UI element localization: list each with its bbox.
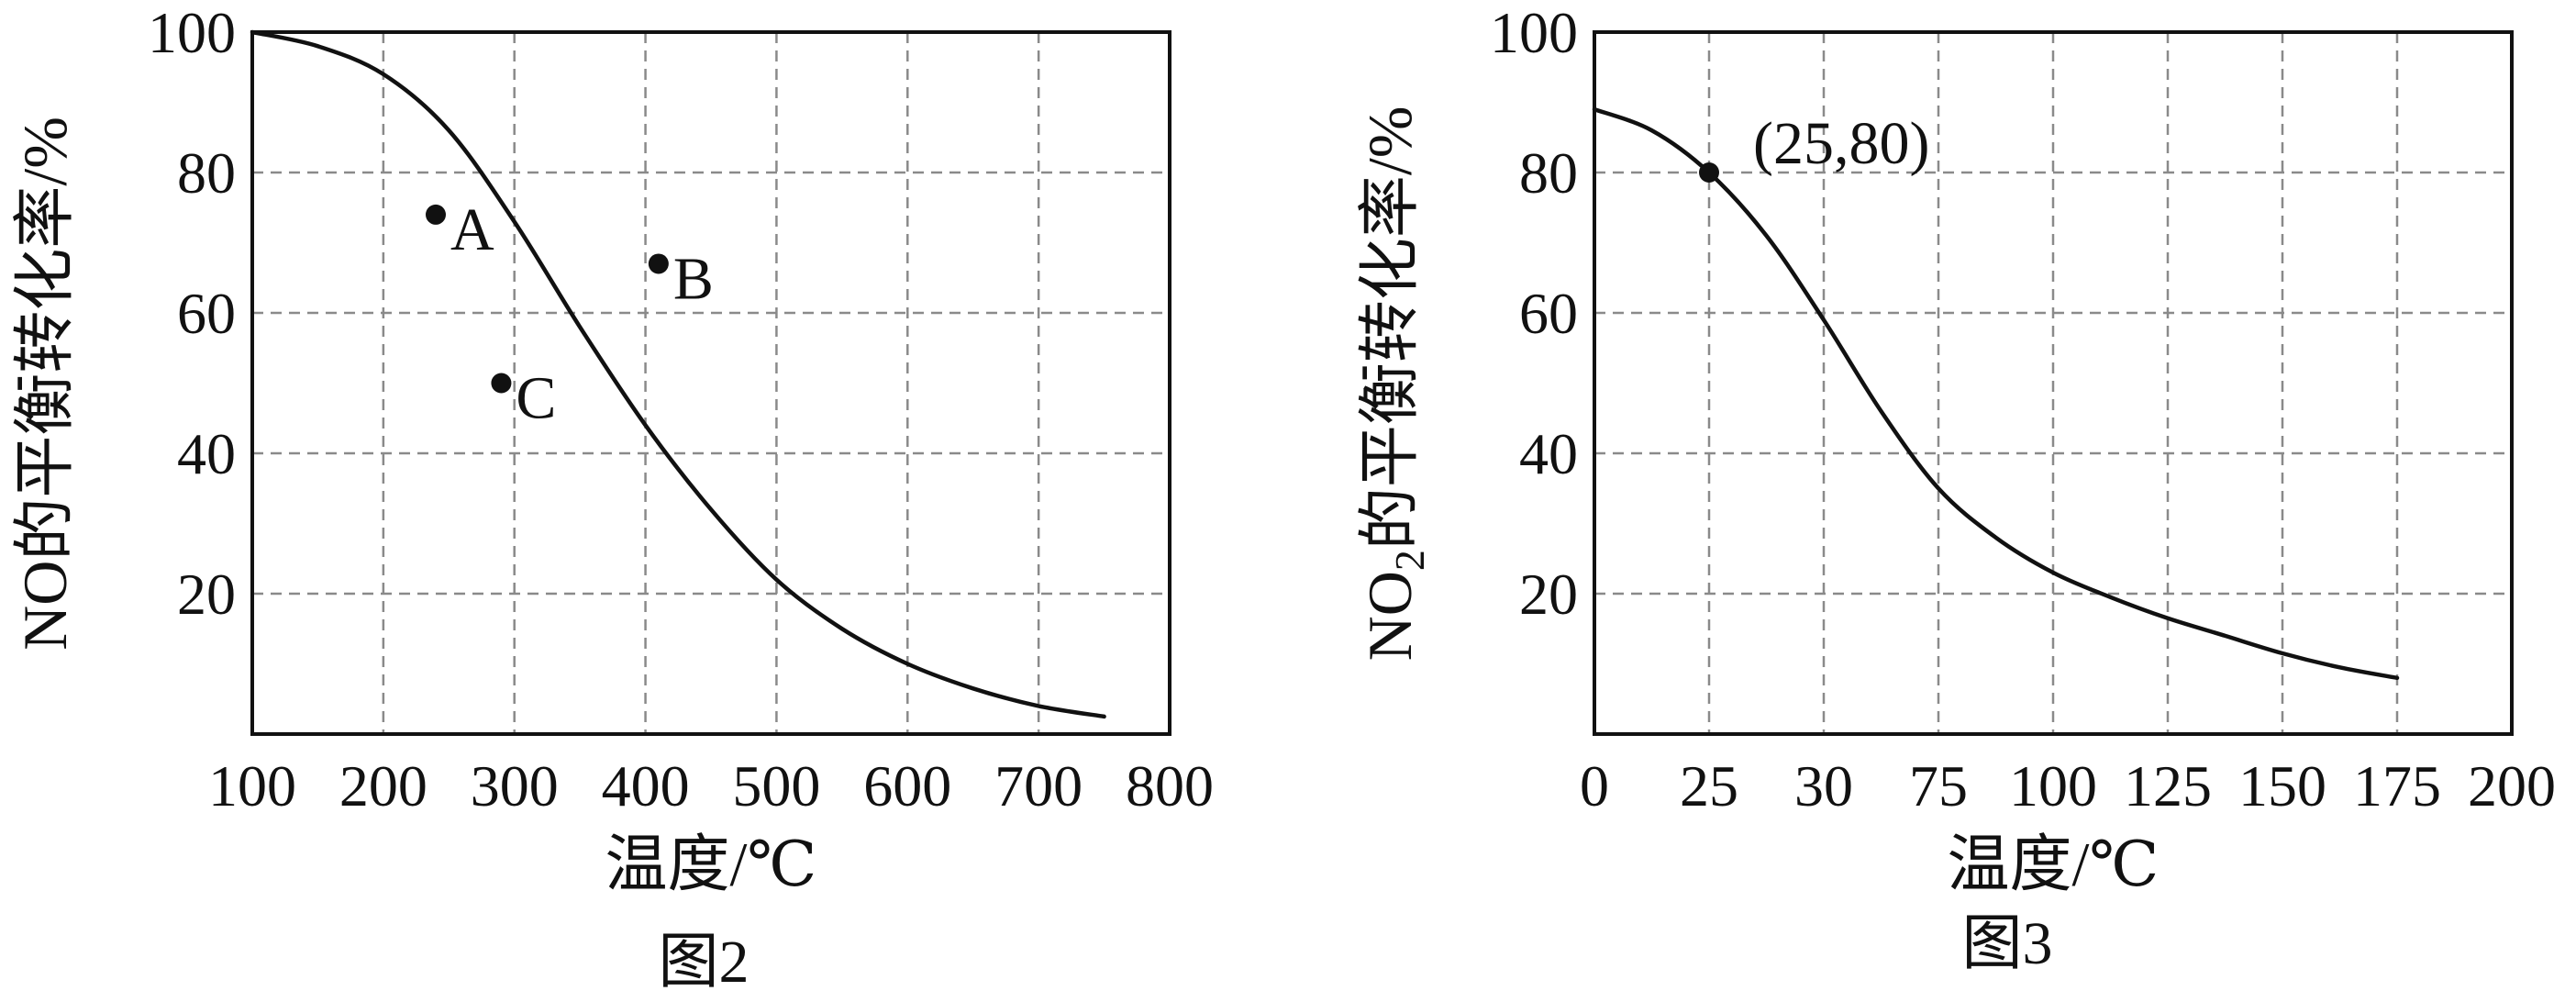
chart3-x-axis-label: 温度/℃ [1948,829,2160,899]
chart3-x-tick-label: 100 [2009,753,2097,818]
chart3-point-label-25-80: (25,80) [1753,110,1929,177]
chart2-point-label-c: C [516,365,556,432]
chart3-curve [1592,106,2400,681]
chart2-caption: 图2 [659,929,749,996]
chart3-points: (25,80) [1699,110,1929,183]
chart2-point-label-b: B [673,245,714,312]
chart2-x-tick-label: 700 [994,753,1083,818]
chart2-x-axis-label: 温度/℃ [605,829,817,899]
chart3-x-tick-label: 150 [2238,753,2326,818]
chart3-x-tick-label: 0 [1580,753,1609,818]
chart3-y-label-part-2: 的平衡转化率/% [1355,106,1425,551]
chart2-points: A B C [426,196,714,432]
chart3-point-25-80 [1699,162,1719,183]
chart3-x-tick-label: 75 [1909,753,1968,818]
chart3-y-tick-label: 100 [1490,0,1578,65]
chart3-y-tick-label: 60 [1519,281,1578,346]
chart2-y-tick-label: 100 [148,0,236,65]
chart2-x-tick-label: 500 [732,753,820,818]
chart3-y-tick-label: 20 [1519,562,1578,627]
chart2-point-label-a: A [450,196,494,263]
chart3-y-tick-label: 80 [1519,140,1578,206]
chart2-tick-labels: 20 40 60 80 100 100 200 300 400 500 600 700 800 [148,0,1214,818]
chart3-y-label-part-1: NO [1355,571,1425,661]
chart2-x-tick-label: 300 [471,753,559,818]
chart2-point-c [491,373,512,394]
chart2-y-tick-label: 60 [177,281,236,346]
chart2-curve [250,29,1106,719]
chart3-tick-labels: 20 40 60 80 100 0 25 30 75 100 125 150 175 200 [1490,0,2556,818]
chart3-y-axis-label: NO2的平衡转化率/% [1355,106,1433,662]
chart-figure-3: 20 40 60 80 100 0 25 30 75 100 125 150 175 200 (25,80… [1355,0,2556,977]
chart3-x-tick-label: 200 [2468,753,2556,818]
chart2-y-tick-label: 20 [177,562,236,627]
chart2-y-tick-label: 40 [177,421,236,486]
chart2-y-axis-label: NO的平衡转化率/% [10,117,80,651]
chart2-x-tick-label: 100 [208,753,296,818]
chart3-x-tick-label: 175 [2353,753,2441,818]
chart2-point-a [426,204,446,225]
chart3-x-tick-label: 125 [2124,753,2212,818]
chart3-plot-frame [1593,30,2514,736]
chart2-plot-frame [250,30,1171,736]
chart3-y-tick-label: 40 [1519,421,1578,486]
chart3-y-label-subscript: 2 [1386,550,1433,571]
chart3-x-tick-label: 25 [1680,753,1738,818]
chart3-x-tick-label: 30 [1794,753,1853,818]
chart2-x-tick-label: 200 [339,753,427,818]
chart2-y-tick-label: 80 [177,140,236,206]
chart2-grid [252,32,1170,734]
chart2-x-tick-label: 600 [863,753,951,818]
chart2-x-tick-label: 800 [1126,753,1214,818]
chart2-point-b [648,253,669,274]
chart2-x-tick-label: 400 [602,753,690,818]
chart3-grid [1594,32,2512,734]
chart3-caption: 图3 [1962,910,2053,977]
